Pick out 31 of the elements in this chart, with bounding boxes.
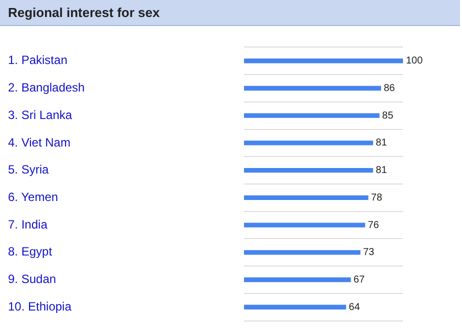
y-tick-label: 3. Sri Lanka bbox=[8, 108, 72, 122]
y-tick-label: 10. Ethiopia bbox=[8, 299, 72, 314]
bar bbox=[244, 113, 380, 118]
bar bbox=[244, 304, 346, 310]
data-label: 86 bbox=[384, 82, 396, 94]
data-label: 64 bbox=[348, 302, 360, 313]
y-tick-label: 9. Sudan bbox=[8, 272, 56, 286]
text: Regional interest for sex bbox=[0, 0, 460, 26]
y-tick-label: 1. Pakistan bbox=[8, 53, 68, 68]
bar bbox=[244, 250, 360, 255]
bar bbox=[244, 58, 403, 64]
data-label: 67 bbox=[354, 274, 366, 286]
bar bbox=[244, 140, 374, 146]
data-label: 81 bbox=[376, 138, 388, 149]
data-label: 76 bbox=[368, 220, 380, 231]
data-label: 100 bbox=[406, 56, 424, 67]
y-tick-label: 5. Syria bbox=[8, 162, 50, 177]
bar bbox=[244, 168, 374, 173]
bar bbox=[244, 222, 366, 228]
bar bbox=[244, 86, 382, 91]
data-label: 78 bbox=[371, 192, 383, 204]
data-label: 81 bbox=[376, 165, 388, 176]
bar bbox=[244, 195, 368, 200]
bar bbox=[244, 277, 351, 282]
y-tick-label: 8. Egypt bbox=[8, 244, 53, 259]
data-label: 85 bbox=[382, 110, 394, 122]
y-tick-label: 7. India bbox=[8, 217, 48, 232]
y-tick-label: 2. Bangladesh bbox=[8, 80, 85, 95]
data-label: 73 bbox=[363, 247, 375, 258]
y-tick-label: 4. Viet Nam bbox=[8, 135, 70, 150]
y-tick-label: 6. Yemen bbox=[8, 190, 58, 204]
